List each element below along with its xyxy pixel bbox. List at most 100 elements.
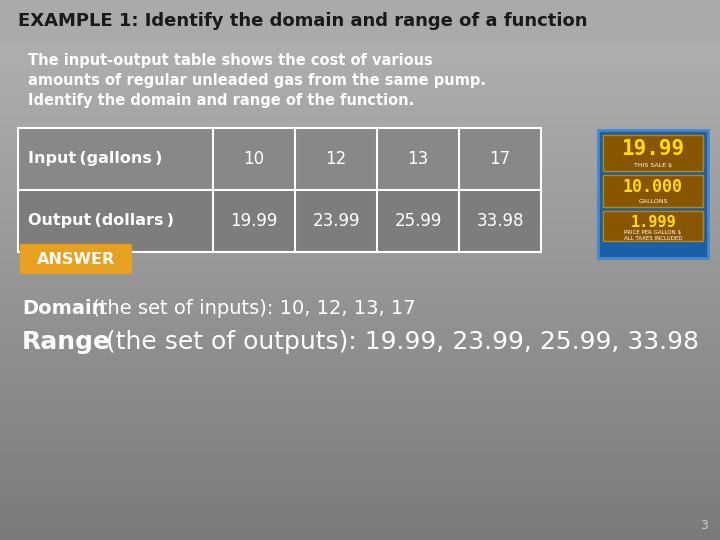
Bar [0, 534, 720, 535]
Bar [0, 216, 720, 217]
Text: PRICE PER GALLON $: PRICE PER GALLON $ [624, 230, 682, 235]
Bar [0, 168, 720, 169]
Text: 13: 13 [408, 150, 428, 168]
Bar [0, 469, 720, 470]
Bar [0, 342, 720, 343]
Bar [0, 515, 720, 516]
Bar [0, 422, 720, 423]
Text: amounts of regular unleaded gas from the same pump.: amounts of regular unleaded gas from the… [28, 73, 486, 88]
Bar [0, 455, 720, 456]
Bar [0, 172, 720, 173]
Bar [0, 10, 720, 11]
Bar [0, 328, 720, 329]
Bar [0, 519, 720, 520]
Bar [0, 189, 720, 190]
Bar [0, 365, 720, 366]
Bar [0, 356, 720, 357]
Bar [0, 142, 720, 143]
Bar [0, 273, 720, 274]
Bar [0, 116, 720, 117]
Bar [0, 76, 720, 77]
Bar [0, 306, 720, 307]
Bar [0, 70, 720, 71]
Bar [0, 362, 720, 363]
Bar [0, 484, 720, 485]
Bar [0, 109, 720, 110]
Bar [0, 310, 720, 311]
Bar [0, 475, 720, 476]
Bar [0, 162, 720, 163]
Bar [0, 282, 720, 283]
Bar [0, 390, 720, 391]
Bar [0, 252, 720, 253]
Bar [0, 376, 720, 377]
Bar [0, 331, 720, 332]
Bar [0, 512, 720, 513]
Bar [0, 57, 720, 58]
Bar [0, 91, 720, 92]
Bar [0, 18, 720, 19]
Bar [0, 255, 720, 256]
Bar [0, 242, 720, 243]
Bar [0, 176, 720, 177]
Bar [0, 14, 720, 15]
Bar [0, 112, 720, 113]
Bar [0, 227, 720, 228]
Bar [0, 265, 720, 266]
Bar [0, 500, 720, 501]
Bar [0, 147, 720, 148]
Bar [0, 1, 720, 2]
Bar [0, 238, 720, 239]
Bar [0, 159, 720, 160]
Bar [0, 387, 720, 388]
Bar [0, 352, 720, 353]
Bar [0, 489, 720, 490]
Bar [0, 163, 720, 164]
Bar [0, 433, 720, 434]
Bar [0, 149, 720, 150]
Bar [0, 175, 720, 176]
Bar [0, 269, 720, 270]
Bar [0, 167, 720, 168]
Bar [0, 539, 720, 540]
Bar [0, 294, 720, 295]
Bar [0, 481, 720, 482]
Bar [0, 313, 720, 314]
Bar [0, 485, 720, 486]
Bar [0, 220, 720, 221]
Bar [0, 118, 720, 119]
Bar [0, 350, 720, 351]
Bar [0, 194, 720, 195]
Bar [0, 21, 720, 22]
Bar [0, 113, 720, 114]
Bar [0, 272, 720, 273]
Bar [0, 378, 720, 379]
Bar [0, 79, 720, 80]
Bar [0, 257, 720, 258]
Bar [603, 211, 703, 241]
Bar [0, 299, 720, 300]
Bar [0, 182, 720, 183]
Bar [0, 110, 720, 111]
Bar [0, 530, 720, 531]
Bar [0, 268, 720, 269]
Bar [0, 509, 720, 510]
Bar [0, 532, 720, 533]
Bar [0, 185, 720, 186]
Bar [0, 195, 720, 196]
Bar [0, 338, 720, 339]
Bar [0, 177, 720, 178]
Bar [0, 80, 720, 81]
Bar [0, 483, 720, 484]
Bar [0, 505, 720, 506]
Bar [0, 30, 720, 31]
Bar [0, 99, 720, 100]
Bar [0, 300, 720, 301]
Bar [0, 223, 720, 224]
Bar [0, 528, 720, 529]
Bar [0, 46, 720, 47]
Bar [0, 537, 720, 538]
Bar [0, 174, 720, 175]
Bar [0, 326, 720, 327]
Bar [0, 144, 720, 145]
